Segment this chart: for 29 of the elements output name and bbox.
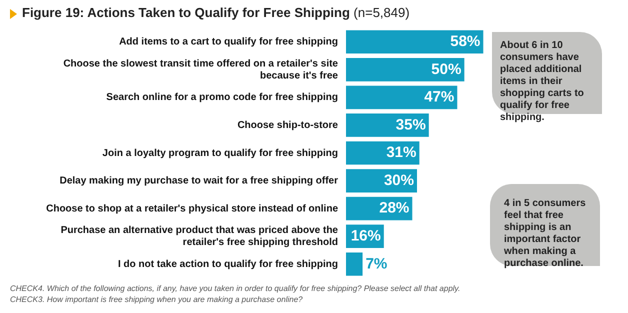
chart-subtitle: (n=5,849) <box>354 5 410 20</box>
bar <box>346 86 458 110</box>
y-tick-label: Join a loyalty program to qualify for free shipping <box>102 148 338 159</box>
data-label: 35% <box>396 116 426 134</box>
text: Figure 19: Actions Taken to Qualify for Free Shipping <box>22 5 351 20</box>
y-tick-label: Search online for a promo code for free shipping <box>106 92 338 104</box>
data-label: 58% <box>450 33 480 50</box>
data-label: 30% <box>384 172 414 189</box>
data-label: 16% <box>350 227 381 244</box>
y-tick-label: Purchase an alternative product that was priced above the retailer's free shipping threshold <box>60 225 338 248</box>
text: About 6 in 10 consumers have placed additional items in their shopping carts to qualify for free shipping. <box>499 39 585 123</box>
data-label: 7% <box>366 255 388 272</box>
text: 4 in 5 consumers feel that free shipping is an important factor when making a purchase online. <box>490 184 600 269</box>
data-label: 31% <box>386 144 416 162</box>
text: CHECK4. Which of the following actions, if any, have you taken in order to qualify for free shipping? Please select all that apply. <box>10 284 460 293</box>
text: CHECK3. How important is free shipping when you are making a purchase online? <box>10 295 303 304</box>
bar <box>346 252 363 276</box>
data-label: 50% <box>431 60 462 78</box>
bar <box>346 58 464 82</box>
y-tick-label: Choose to shop at a retailer's physical store instead of online <box>46 203 338 214</box>
y-tick-label: Add items to a cart to qualify for free shipping <box>119 36 338 48</box>
y-tick-label: I do not take action to qualify for free shipping <box>118 258 338 270</box>
bar <box>346 114 429 137</box>
y-tick-label: Choose ship-to-store <box>237 120 338 131</box>
y-tick-label: Delay making my purchase to wait for a free shipping offer <box>60 176 338 187</box>
data-label: 47% <box>424 88 454 106</box>
y-tick-label: Choose the slowest transit time offered on a retailer's site because it's free <box>63 58 338 82</box>
data-label: 28% <box>379 200 410 217</box>
bar <box>346 30 484 54</box>
